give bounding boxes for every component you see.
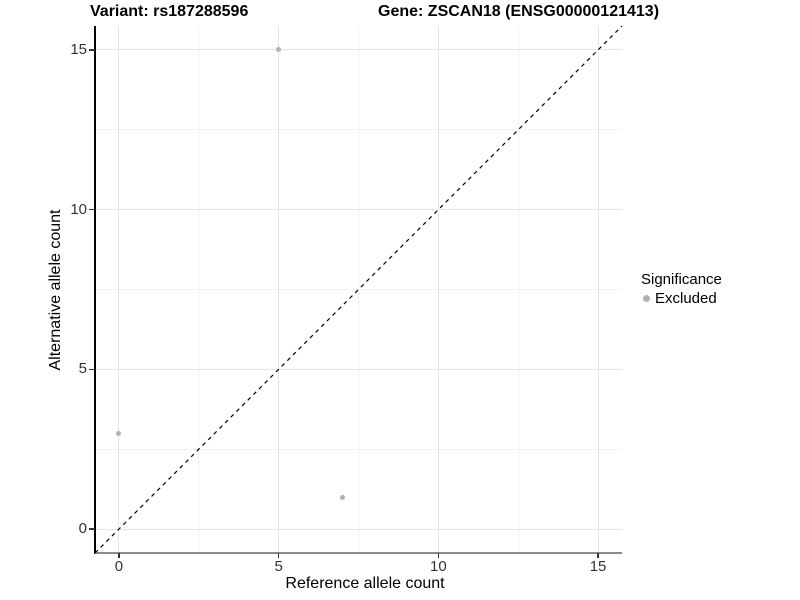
legend-title: Significance bbox=[641, 271, 722, 288]
y-tick-label: 10 bbox=[70, 200, 87, 218]
legend-item: Excluded bbox=[641, 290, 722, 307]
plot-panel: 0 5 10 15 0 5 10 15 bbox=[70, 25, 623, 575]
gridline-x-major bbox=[278, 26, 280, 553]
data-point bbox=[116, 430, 122, 436]
gridline-y-major bbox=[95, 49, 622, 51]
y-tick-label: 0 bbox=[78, 520, 87, 538]
y-tick-mark bbox=[89, 368, 95, 371]
gridline-x-major bbox=[597, 26, 599, 553]
y-tick-label: 5 bbox=[78, 360, 87, 378]
legend: Significance Excluded bbox=[641, 271, 722, 307]
y-tick-label: 15 bbox=[70, 40, 87, 58]
x-axis-title: Reference allele count bbox=[285, 575, 445, 592]
y-axis-line bbox=[94, 26, 96, 554]
gridline-y-major bbox=[95, 528, 622, 530]
x-tick-mark bbox=[597, 553, 599, 558]
gridline-y-minor bbox=[95, 448, 622, 450]
y-tick-mark bbox=[89, 49, 95, 51]
plot-title-variant: Variant: rs187288596 bbox=[90, 3, 249, 20]
data-point bbox=[276, 47, 282, 53]
gridline-y-minor bbox=[95, 129, 622, 131]
gridline-x-major bbox=[118, 26, 120, 553]
x-tick-mark bbox=[277, 553, 280, 558]
x-tick-mark bbox=[118, 553, 120, 558]
y-axis-title: Alternative allele count bbox=[47, 209, 64, 371]
data-point bbox=[340, 494, 346, 500]
x-tick-mark bbox=[437, 553, 440, 558]
x-tick-label: 0 bbox=[114, 558, 124, 575]
gridline-y-major bbox=[95, 368, 622, 370]
legend-items: Excluded bbox=[641, 290, 722, 307]
y-tick-mark bbox=[89, 528, 95, 530]
gridline-y-minor bbox=[95, 289, 622, 290]
y-tick-mark bbox=[89, 208, 95, 211]
legend-item-label: Excluded bbox=[655, 290, 717, 307]
gridline-y-major bbox=[95, 209, 622, 211]
x-tick-label: 10 bbox=[430, 558, 447, 575]
plot-title-gene: Gene: ZSCAN18 (ENSG00000121413) bbox=[378, 3, 660, 20]
x-tick-label: 5 bbox=[274, 558, 283, 575]
identity-reference-line bbox=[94, 25, 623, 554]
x-axis-line bbox=[95, 552, 622, 554]
legend-key-dot bbox=[643, 295, 650, 302]
gridline-x-major bbox=[437, 26, 439, 553]
x-tick-label: 15 bbox=[589, 558, 607, 575]
